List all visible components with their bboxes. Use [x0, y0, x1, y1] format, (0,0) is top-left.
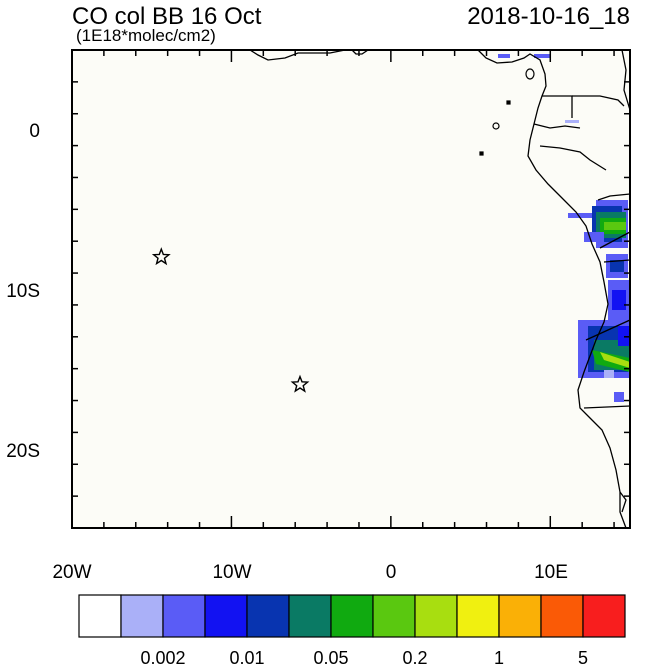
colorbar-label: 0.2 [402, 648, 427, 667]
colorbar [78, 594, 626, 638]
datetime-label: 2018-10-16_18 [467, 3, 630, 30]
colorbar-swatch [78, 594, 122, 638]
colorbar-swatch [456, 594, 500, 638]
co-concentration-field [498, 54, 630, 402]
colorbar-swatch [162, 594, 206, 638]
star-marker [290, 374, 310, 393]
colorbar-swatch [372, 594, 416, 638]
colorbar-swatch [204, 594, 248, 638]
x-tick-label: 20W [52, 562, 91, 583]
y-tick-label: 0 [29, 121, 40, 142]
station-markers [151, 247, 310, 393]
colorbar-swatch [120, 594, 164, 638]
x-tick-label: 0 [386, 562, 397, 583]
colorbar-swatch [288, 594, 332, 638]
x-tick-label: 10W [212, 562, 251, 583]
colorbar-label: 0.002 [140, 648, 185, 667]
colorbar-label: 1 [494, 648, 504, 667]
colorbar-swatch [582, 594, 626, 638]
y-tick-label: 20S [6, 441, 40, 462]
plot-frame [71, 49, 631, 529]
x-tick-label: 10E [534, 562, 568, 583]
colorbar-swatch [330, 594, 374, 638]
star-marker [151, 247, 171, 266]
colorbar-swatch [540, 594, 584, 638]
colorbar-swatch [246, 594, 290, 638]
y-axis-labels: 0 10S 20S [6, 121, 40, 462]
colorbar-label: 0.05 [313, 648, 348, 667]
x-axis-labels: 20W 10W 0 10E [52, 562, 567, 583]
y-tick-label: 10S [6, 281, 40, 302]
colorbar-swatch [498, 594, 542, 638]
coastline [249, 49, 631, 529]
colorbar-label: 5 [578, 648, 588, 667]
map-area [72, 50, 630, 528]
axis-ticks [71, 49, 630, 529]
islands [479, 68, 535, 156]
map-title: CO col BB 16 Oct [72, 3, 262, 30]
colorbar-labels: 0.002 0.01 0.05 0.2 1 5 [140, 648, 588, 667]
units-label: (1E18*molec/cm2) [76, 26, 216, 45]
colorbar-label: 0.01 [229, 648, 264, 667]
colorbar-swatch [414, 594, 458, 638]
